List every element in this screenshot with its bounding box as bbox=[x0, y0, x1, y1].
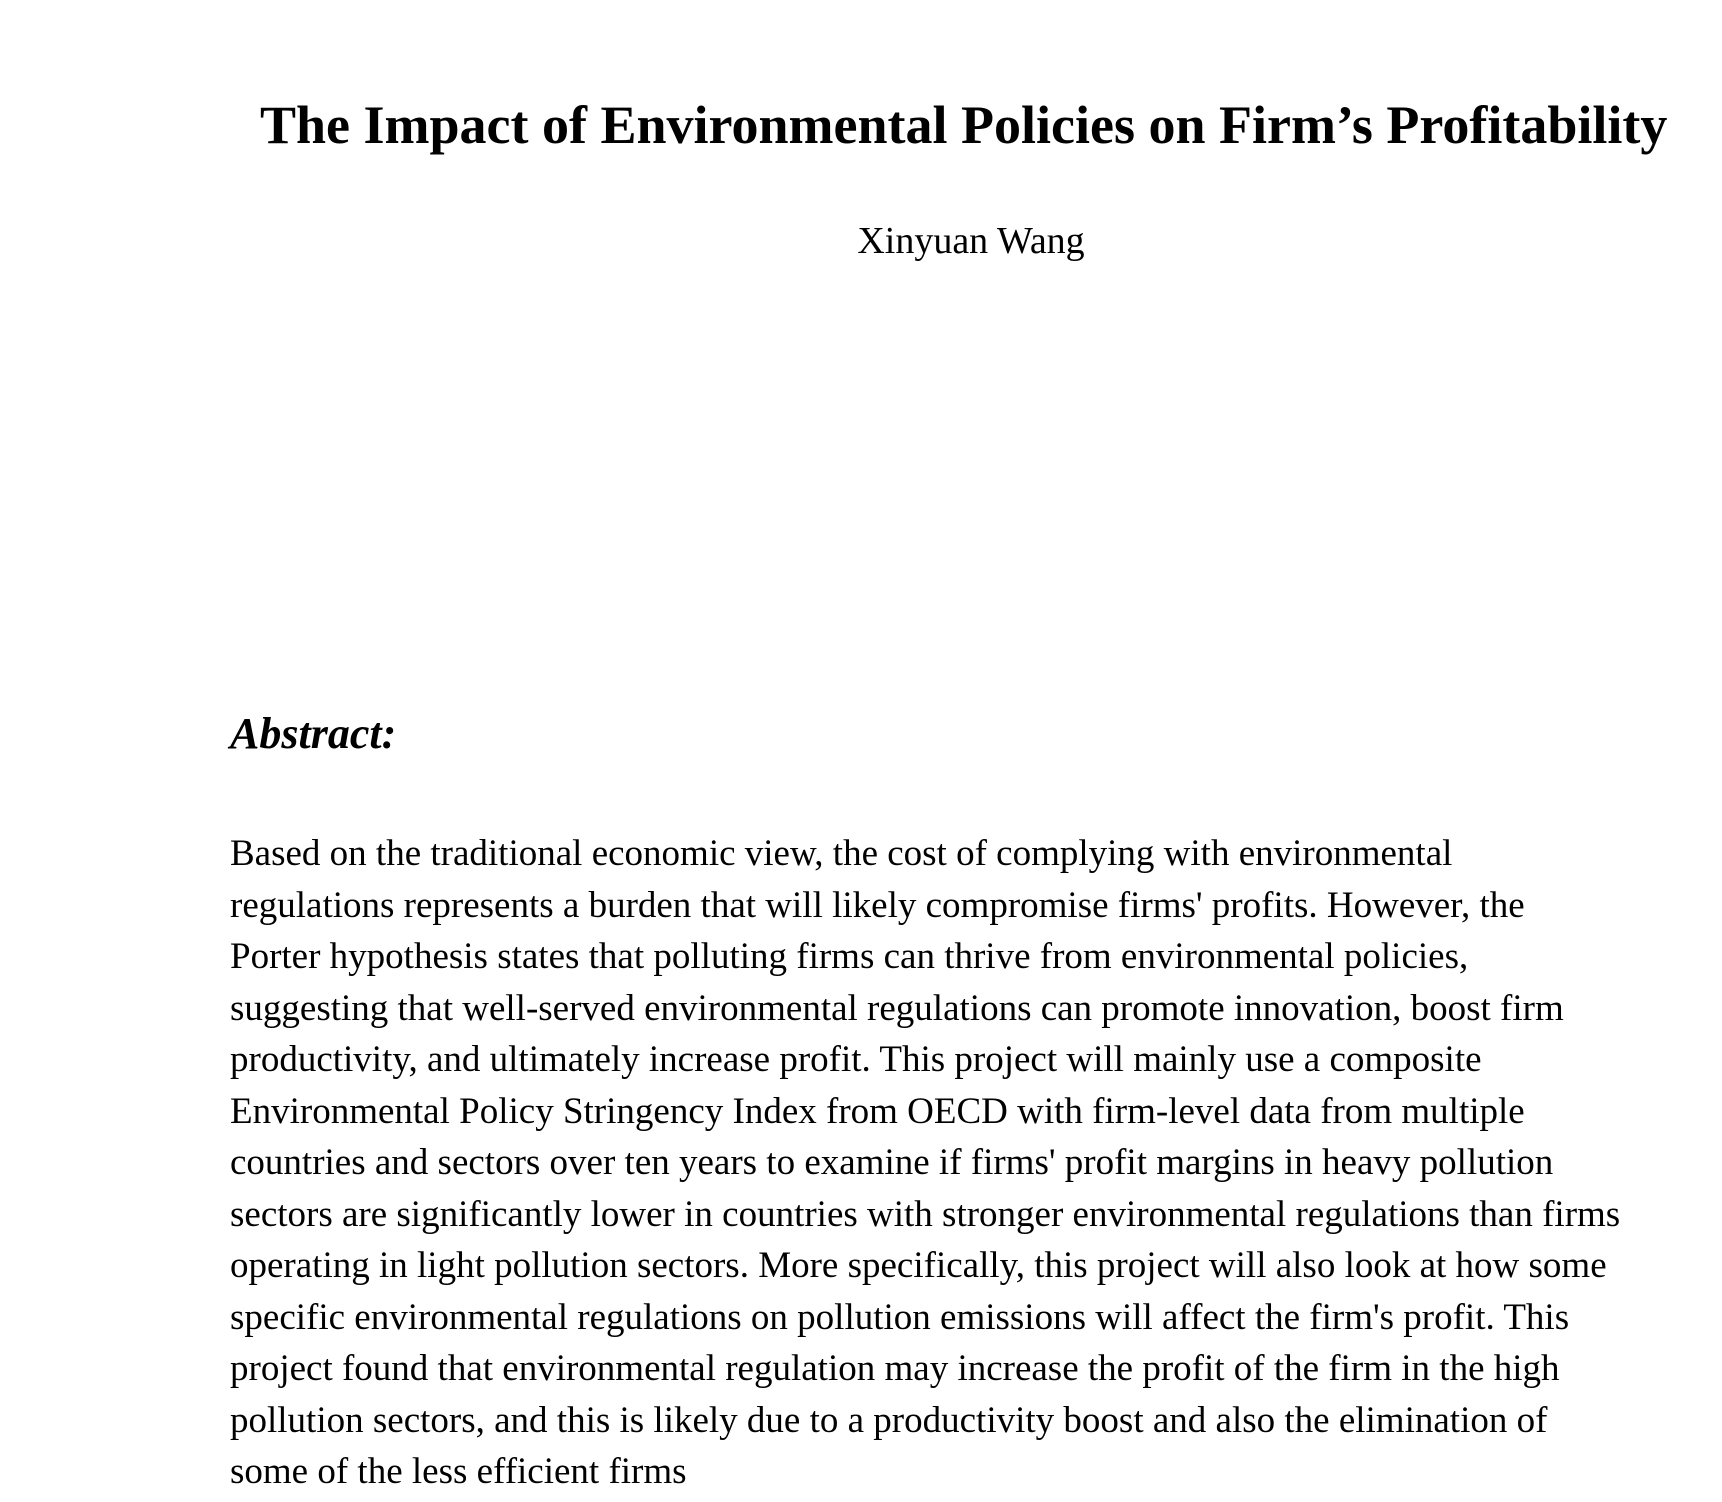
abstract-line: countries and sectors over ten years to … bbox=[230, 1142, 1554, 1183]
abstract-body: Based on the traditional economic view, … bbox=[230, 828, 1720, 1498]
abstract-line: project found that environmental regulat… bbox=[230, 1348, 1560, 1389]
author-name: Xinyuan Wang bbox=[857, 220, 1085, 262]
paper-title: The Impact of Environmental Policies on … bbox=[260, 95, 1668, 155]
abstract-line: pollution sectors, and this is likely du… bbox=[230, 1399, 1548, 1441]
abstract-line: some of the less efficient firms bbox=[230, 1451, 687, 1492]
abstract-line: Porter hypothesis states that polluting … bbox=[230, 936, 1469, 977]
abstract-line: regulations represents a burden that wil… bbox=[230, 884, 1525, 926]
abstract-heading: Abstract: bbox=[230, 709, 397, 758]
abstract-line: Based on the traditional economic view, … bbox=[230, 833, 1453, 874]
abstract-line: productivity, and ultimately increase pr… bbox=[230, 1039, 1482, 1080]
abstract-line: Environmental Policy Stringency Index fr… bbox=[230, 1090, 1525, 1132]
abstract-line: sectors are significantly lower in count… bbox=[230, 1193, 1621, 1235]
abstract-line: specific environmental regulations on po… bbox=[230, 1296, 1570, 1338]
abstract-line: operating in light pollution sectors. Mo… bbox=[230, 1245, 1607, 1286]
abstract-line: suggesting that well-served environmenta… bbox=[230, 987, 1564, 1029]
